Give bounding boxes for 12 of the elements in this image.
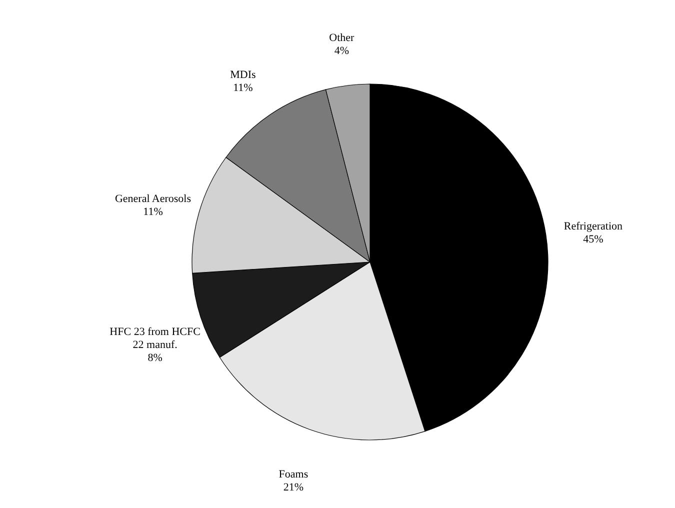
- slice-label: General Aerosols: [114, 192, 192, 205]
- data-label: 11%: [233, 82, 253, 94]
- slice-label: MDIs: [230, 69, 256, 82]
- slice-label: HFC 23 from HCFC 22 manuf.: [110, 326, 200, 351]
- data-label: 45%: [583, 234, 604, 246]
- slice-label: Other: [329, 32, 355, 44]
- slice-label: Foams: [278, 468, 308, 481]
- data-label: 8%: [148, 352, 162, 364]
- slice-label: Refrigeration: [564, 220, 624, 233]
- data-label: 4%: [334, 44, 350, 57]
- data-label: 21%: [283, 482, 304, 494]
- data-label: 11%: [143, 206, 163, 218]
